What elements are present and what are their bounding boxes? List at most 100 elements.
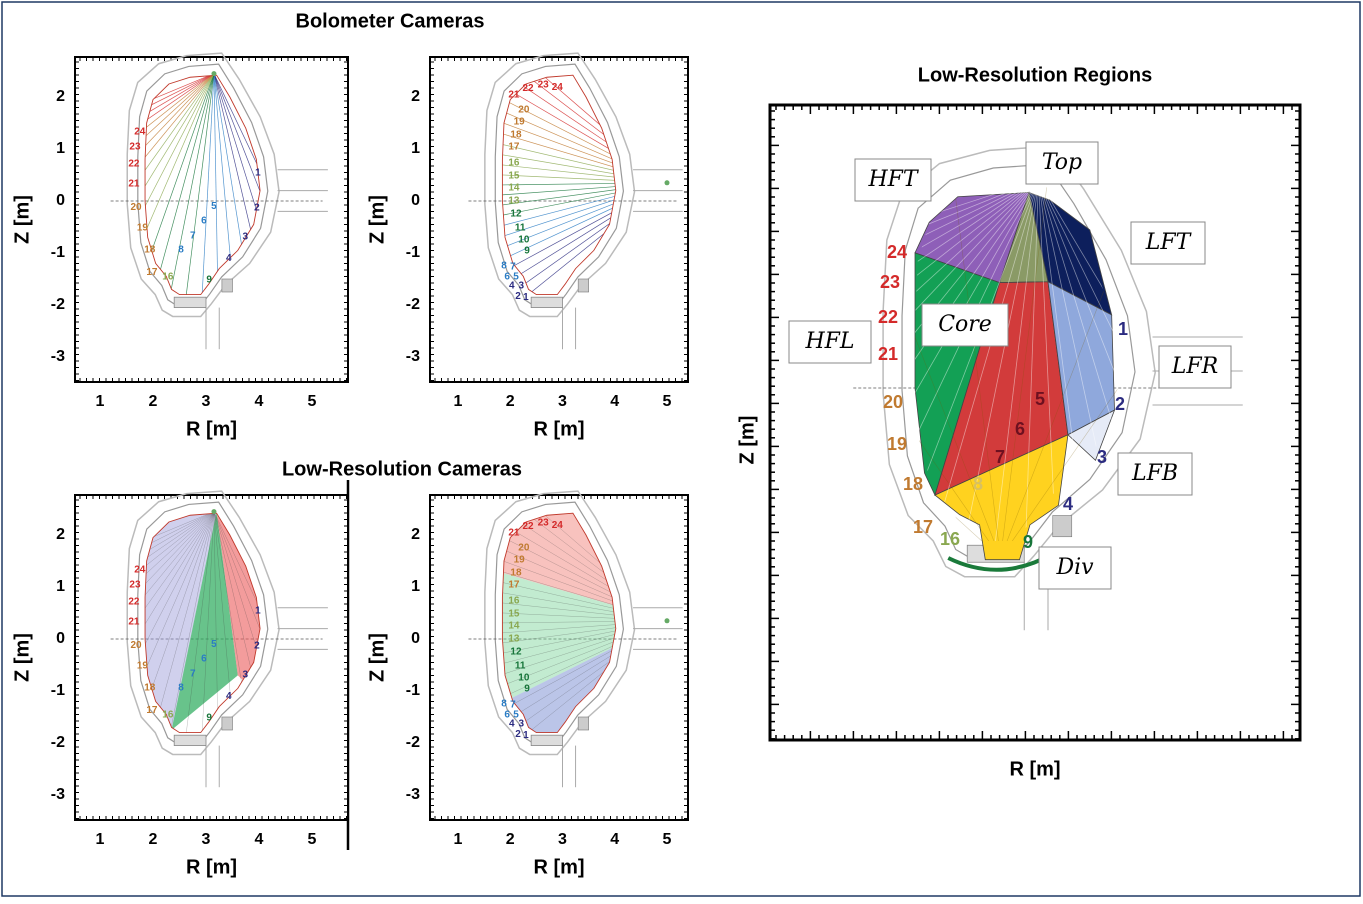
channel-label: 22 xyxy=(128,159,140,170)
channel-label: 1 xyxy=(523,730,529,741)
y-tick-label: -2 xyxy=(51,734,65,751)
channel-label: 9 xyxy=(1023,532,1033,552)
channel-label: 21 xyxy=(128,616,140,627)
region-label: LFR xyxy=(1171,354,1218,379)
channel-label: 16 xyxy=(508,596,520,607)
x-tick-label: 1 xyxy=(96,831,105,848)
channel-label: 22 xyxy=(522,521,534,532)
y-tick-label: -1 xyxy=(406,244,420,261)
channel-label: 12 xyxy=(510,647,522,658)
x-tick-label: 2 xyxy=(149,831,158,848)
channel-label: 23 xyxy=(129,580,141,591)
divertor xyxy=(174,297,206,307)
channel-label: 5 xyxy=(513,272,519,283)
channel-label: 14 xyxy=(508,621,520,632)
channel-label: 21 xyxy=(878,344,898,364)
title: Low-Resolution Regions xyxy=(918,64,1152,86)
channel-label: 21 xyxy=(128,178,140,189)
y-tick-label: 2 xyxy=(411,526,420,543)
channel-label: 13 xyxy=(508,634,520,645)
channel-label: 23 xyxy=(538,80,550,91)
x-axis-label: R [m] xyxy=(1009,758,1060,780)
channel-label: 16 xyxy=(940,529,960,549)
y-tick-label: -2 xyxy=(406,296,420,313)
x-tick-label: 3 xyxy=(202,831,211,848)
channel-label: 14 xyxy=(508,183,520,194)
channel-label: 7 xyxy=(995,447,1005,467)
channel-label: 22 xyxy=(878,307,898,327)
divertor-coil xyxy=(578,279,588,292)
y-tick-label: -3 xyxy=(406,348,420,365)
channel-label: 6 xyxy=(504,710,510,721)
channel-label: 3 xyxy=(518,280,524,291)
channel-label: 18 xyxy=(144,683,156,694)
y-tick-label: -1 xyxy=(51,244,65,261)
title: Low-Resolution Cameras xyxy=(282,458,522,480)
y-tick-label: 1 xyxy=(411,140,420,157)
channel-label: 18 xyxy=(903,474,923,494)
channel-label: 3 xyxy=(518,718,524,729)
camera xyxy=(665,180,670,185)
channel-label: 4 xyxy=(1063,494,1073,514)
divertor xyxy=(531,297,562,307)
channel-label: 7 xyxy=(510,700,516,711)
region-label: LFT xyxy=(1145,230,1193,255)
channel-label: 9 xyxy=(524,246,530,257)
channel-label: 18 xyxy=(144,245,156,256)
channel-label: 18 xyxy=(510,568,522,579)
channel-label: 4 xyxy=(226,691,232,702)
x-axis-label: R [m] xyxy=(533,856,584,878)
divertor xyxy=(531,735,562,745)
channel-label: 10 xyxy=(518,235,530,246)
channel-label: 7 xyxy=(190,668,196,679)
x-tick-label: 5 xyxy=(308,393,317,410)
channel-label: 10 xyxy=(518,673,530,684)
channel-label: 9 xyxy=(206,275,212,286)
channel-label: 22 xyxy=(128,597,140,608)
camera xyxy=(211,71,216,76)
y-axis-label: Z [m] xyxy=(11,195,33,244)
channel-label: 5 xyxy=(211,201,217,212)
region-label: Core xyxy=(938,312,992,337)
channel-label: 19 xyxy=(887,434,907,454)
channel-label: 12 xyxy=(510,209,522,220)
channel-label: 17 xyxy=(508,142,520,153)
channel-label: 1 xyxy=(1118,319,1128,339)
x-tick-label: 4 xyxy=(255,831,264,848)
channel-label: 6 xyxy=(504,272,510,283)
x-tick-label: 2 xyxy=(149,393,158,410)
channel-label: 16 xyxy=(162,272,174,283)
x-tick-label: 2 xyxy=(506,831,515,848)
y-axis-label: Z [m] xyxy=(736,416,758,465)
y-tick-label: 0 xyxy=(411,192,420,209)
channel-label: 8 xyxy=(178,245,184,256)
channel-label: 24 xyxy=(552,520,564,531)
region-label: Div xyxy=(1055,555,1094,580)
channel-label: 16 xyxy=(508,158,520,169)
channel-label: 3 xyxy=(242,232,248,243)
channel-label: 11 xyxy=(515,223,526,234)
channel-label: 13 xyxy=(508,196,520,207)
channel-label: 6 xyxy=(201,215,207,226)
channel-label: 2 xyxy=(1115,394,1125,414)
channel-label: 15 xyxy=(508,609,520,620)
y-axis-label: Z [m] xyxy=(366,633,388,682)
channel-label: 21 xyxy=(508,90,520,101)
channel-label: 18 xyxy=(510,130,522,141)
channel-label: 6 xyxy=(1015,419,1025,439)
y-axis-label: Z [m] xyxy=(366,195,388,244)
channel-label: 3 xyxy=(242,670,248,681)
channel-label: 9 xyxy=(524,684,530,695)
channel-label: 5 xyxy=(211,639,217,650)
x-tick-label: 1 xyxy=(454,393,463,410)
y-tick-label: -2 xyxy=(406,734,420,751)
y-tick-label: -3 xyxy=(51,348,65,365)
x-axis-label: R [m] xyxy=(186,418,237,440)
plot-frame xyxy=(430,57,688,382)
channel-label: 1 xyxy=(523,292,529,303)
channel-label: 17 xyxy=(508,580,520,591)
camera xyxy=(665,618,670,623)
channel-label: 17 xyxy=(146,267,158,278)
channel-label: 4 xyxy=(226,253,232,264)
channel-label: 2 xyxy=(515,291,521,302)
